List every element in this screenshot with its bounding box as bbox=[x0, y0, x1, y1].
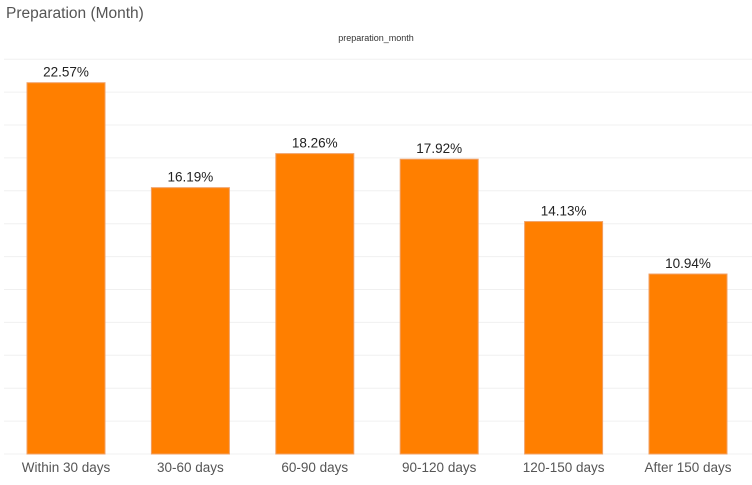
sheet-title: Preparation (Month) bbox=[6, 5, 144, 22]
value-label: 14.13% bbox=[541, 204, 587, 219]
x-tick-label: Within 30 days bbox=[22, 460, 111, 475]
bar[interactable] bbox=[648, 273, 728, 455]
bar[interactable] bbox=[524, 221, 604, 455]
value-label: 17.92% bbox=[416, 141, 462, 156]
x-tick-label: 30-60 days bbox=[157, 460, 224, 475]
x-axis-tick-labels: Within 30 days 30-60 days 60-90 days 90-120… bbox=[22, 460, 732, 475]
bar[interactable] bbox=[399, 158, 479, 455]
bars bbox=[26, 82, 728, 455]
value-labels: 22.57% 16.19% 18.26% 17.92% 14.13% 10.94% bbox=[43, 65, 711, 271]
bar[interactable] bbox=[26, 82, 106, 455]
value-label: 10.94% bbox=[665, 256, 711, 271]
value-label: 18.26% bbox=[292, 136, 338, 151]
bar[interactable] bbox=[150, 187, 230, 455]
gridlines bbox=[4, 58, 752, 455]
field-header: preparation_month bbox=[338, 33, 414, 43]
x-tick-label: After 150 days bbox=[644, 460, 731, 475]
x-tick-label: 90-120 days bbox=[402, 460, 477, 475]
x-tick-label: 60-90 days bbox=[281, 460, 348, 475]
value-label: 22.57% bbox=[43, 65, 89, 80]
value-label: 16.19% bbox=[168, 170, 214, 185]
x-tick-label: 120-150 days bbox=[523, 460, 605, 475]
bar[interactable] bbox=[275, 153, 355, 455]
